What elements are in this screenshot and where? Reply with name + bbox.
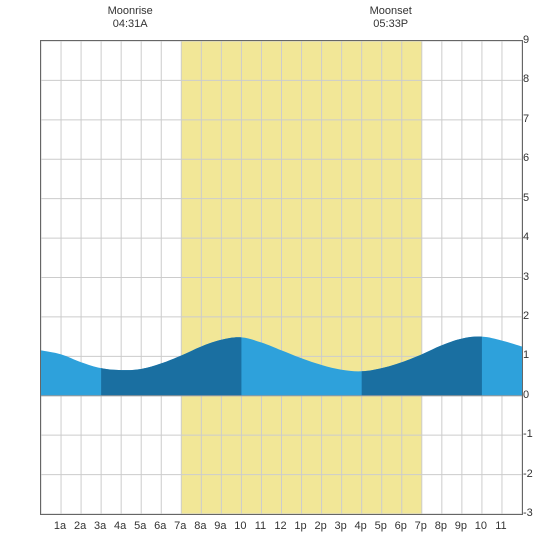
- y-tick: 5: [523, 192, 529, 204]
- x-tick: 8p: [435, 520, 447, 532]
- y-tick: 6: [523, 152, 529, 164]
- x-tick: 11: [255, 520, 266, 532]
- x-tick: 6a: [154, 520, 166, 532]
- x-tick: 8a: [194, 520, 206, 532]
- y-tick: -3: [523, 507, 533, 519]
- y-tick: -2: [523, 468, 533, 480]
- top-annotation: Moonrise04:31A: [100, 5, 160, 31]
- x-tick: 6p: [395, 520, 407, 532]
- x-tick: 5p: [375, 520, 387, 532]
- x-tick: 5a: [134, 520, 146, 532]
- y-tick: 0: [523, 389, 529, 401]
- tide-chart-plot: [40, 40, 523, 515]
- x-tick: 9a: [214, 520, 226, 532]
- x-axis: 1a 2a 3a 4a 5a 6a 7a 8a 9a 10 11 12 1p 2p 3p 4p 5p 6p 7p 8p…: [40, 520, 523, 540]
- x-tick: 4a: [114, 520, 126, 532]
- x-tick: 9p: [455, 520, 467, 532]
- y-axis: -3-2-10123456789: [523, 40, 545, 515]
- y-tick: 2: [523, 310, 529, 322]
- x-tick: 3p: [335, 520, 347, 532]
- x-tick: 10: [475, 520, 487, 532]
- y-tick: -1: [523, 428, 533, 440]
- x-tick: 7p: [415, 520, 427, 532]
- x-tick: 11: [495, 520, 506, 532]
- x-tick: 7a: [174, 520, 186, 532]
- y-tick: 9: [523, 34, 529, 46]
- y-tick: 4: [523, 231, 529, 243]
- x-tick: 4p: [355, 520, 367, 532]
- x-tick: 1a: [54, 520, 66, 532]
- top-annotation: Moonset05:33P: [361, 5, 421, 31]
- y-tick: 3: [523, 271, 529, 283]
- x-tick: 2a: [74, 520, 86, 532]
- x-tick: 2p: [314, 520, 326, 532]
- y-tick: 1: [523, 349, 529, 361]
- x-tick: 1p: [294, 520, 306, 532]
- y-tick: 7: [523, 113, 529, 125]
- x-tick: 3a: [94, 520, 106, 532]
- y-tick: 8: [523, 73, 529, 85]
- x-tick: 12: [274, 520, 286, 532]
- x-tick: 10: [234, 520, 246, 532]
